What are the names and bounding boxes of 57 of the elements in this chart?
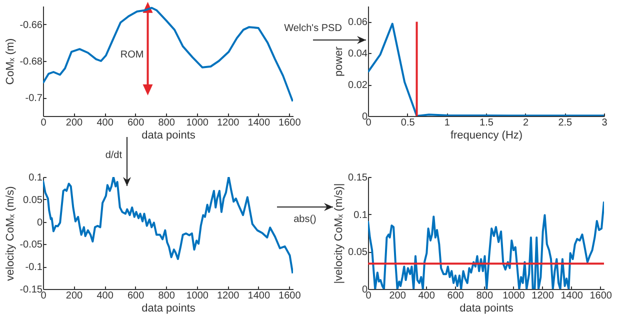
x-tick-label: 3 <box>602 118 608 128</box>
annotation: Welch's PSD <box>284 23 342 34</box>
x-tick-label: 1200 <box>216 290 240 302</box>
x-axis-title: data points <box>142 130 196 142</box>
x-tick-label: 200 <box>66 290 84 302</box>
x-tick-label: 1600 <box>278 118 302 128</box>
y-tick-label: 0.1 <box>354 210 368 221</box>
y-axis-title: power <box>333 46 346 76</box>
x-tick-label: 1400 <box>248 118 270 128</box>
x-tick-label: 1200 <box>216 118 240 128</box>
x-tick-label: 1000 <box>186 290 209 302</box>
text: abs() <box>294 214 316 225</box>
y-axis-title: CoMₓ (m) <box>4 38 17 85</box>
y-tick-label: -0.66 <box>20 20 43 31</box>
x-axis-title: frequency (Hz) <box>450 130 523 142</box>
y-axis-title: |velocity CoMₓ (m/s)| <box>333 183 346 284</box>
x-tick-label: 1600 <box>278 290 302 302</box>
y-tick-label: 0.04 <box>348 48 368 60</box>
y-tick-label: 0 <box>36 217 43 228</box>
x-tick-label: 800 <box>476 290 494 302</box>
x-tick-label: 2.5 <box>558 118 573 128</box>
x-tick-label: 600 <box>127 290 145 302</box>
x-tick-label: 400 <box>96 118 114 128</box>
x-tick-label: 800 <box>158 290 176 302</box>
x-tick-label: 1 <box>444 118 450 128</box>
x-tick-label: 1.5 <box>480 118 494 128</box>
x-tick-label: 1400 <box>248 290 270 302</box>
y-tick-label: 0.05 <box>348 247 368 258</box>
y-tick-label: -0.05 <box>20 240 43 251</box>
x-tick-label: 400 <box>96 290 114 302</box>
x-tick-label: 1000 <box>502 290 526 302</box>
x-tick-label: 1200 <box>532 290 554 302</box>
line-series <box>43 177 293 274</box>
x-tick-label: 600 <box>447 290 464 302</box>
y-tick-label: -0.7 <box>25 93 43 104</box>
x-tick-label: 200 <box>66 118 84 128</box>
x-tick-label: 600 <box>127 118 145 128</box>
y-tick-label: 0.1 <box>28 172 43 184</box>
y-tick-label: -0.1 <box>25 262 43 274</box>
x-tick-label: 0.5 <box>400 118 416 128</box>
x-tick-label: 1400 <box>560 290 584 302</box>
x-tick-label: 1000 <box>186 118 209 128</box>
y-tick-label: 0.15 <box>348 172 368 184</box>
x-tick-label: 400 <box>418 290 436 302</box>
y-tick-label: 0.06 <box>348 17 368 28</box>
x-axis-title: data points <box>142 302 196 314</box>
x-tick-label: 800 <box>158 118 176 128</box>
annotation: ROM <box>120 50 144 61</box>
x-axis-title: data points <box>460 302 514 314</box>
text: d/dt <box>105 150 122 161</box>
x-tick-label: 1600 <box>590 290 612 302</box>
y-tick-label: 0.02 <box>348 80 368 92</box>
y-tick-label: -0.68 <box>20 56 43 68</box>
x-tick-label: 2 <box>523 118 530 128</box>
x-tick-label: 200 <box>389 290 406 302</box>
y-tick-label: 0.05 <box>23 194 43 206</box>
y-axis-title: velocity CoMₓ (m/s) <box>4 186 17 281</box>
